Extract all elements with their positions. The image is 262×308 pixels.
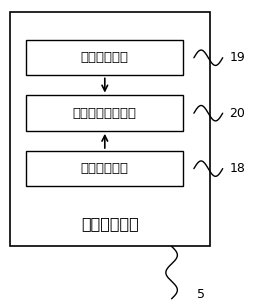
Text: 功率输入模块: 功率输入模块 bbox=[81, 51, 129, 64]
Bar bbox=[26, 151, 183, 186]
Text: 时间输入模块: 时间输入模块 bbox=[81, 162, 129, 175]
Text: 走势曲线生成模块: 走势曲线生成模块 bbox=[73, 107, 137, 120]
Text: 18: 18 bbox=[229, 162, 245, 175]
Text: 图表生成单元: 图表生成单元 bbox=[81, 216, 139, 231]
Text: 19: 19 bbox=[229, 51, 245, 64]
Bar bbox=[10, 12, 210, 246]
Bar bbox=[26, 95, 183, 131]
Text: 5: 5 bbox=[196, 288, 205, 301]
Bar bbox=[26, 40, 183, 75]
Text: 20: 20 bbox=[229, 107, 245, 120]
